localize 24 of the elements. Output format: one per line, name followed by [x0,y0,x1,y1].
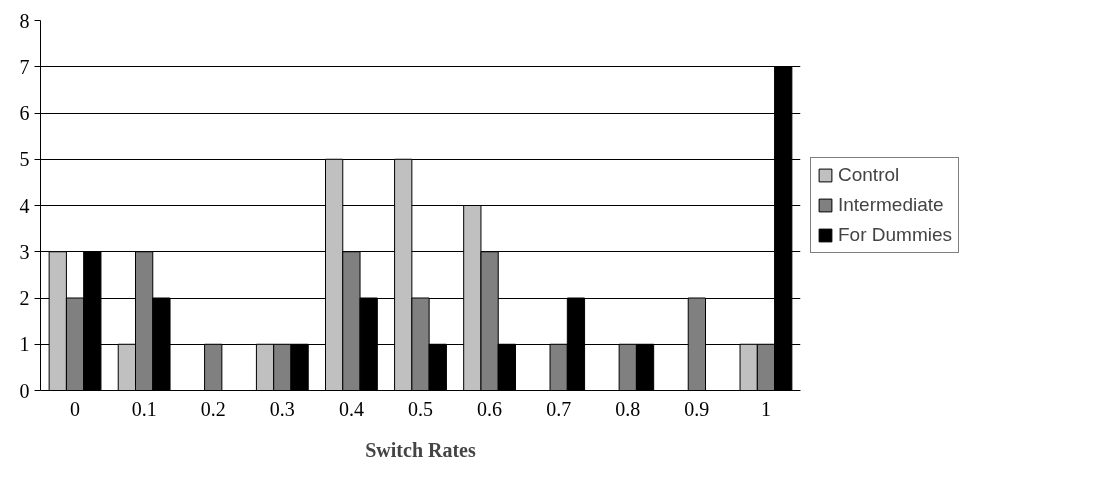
x-tick-label: 0.4 [338,397,364,420]
x-tick-label: 0.9 [684,397,710,420]
y-tick-label: 5 [19,148,30,171]
x-tick-label: 0.7 [546,397,572,420]
x-tick-label: 0.5 [408,397,433,420]
y-tick-label: 3 [19,240,30,263]
y-tick-label: 6 [19,102,30,124]
x-axis-title: Switch Rates [365,438,476,461]
x-tick-label: 0.8 [615,397,641,420]
y-tick-label: 4 [19,194,30,217]
y-tick-label: 2 [19,287,30,309]
legend-label: For Dummies [838,224,953,246]
x-tick-label: 0.2 [200,397,226,420]
x-tick-label: 1 [760,397,771,420]
y-tick-label: 7 [19,55,30,78]
y-tick-label: 1 [19,333,30,356]
y-tick-label: 8 [19,9,30,32]
x-tick-label: 0.6 [477,397,503,420]
legend-label: Control [838,164,900,186]
x-tick-label: 0 [70,397,81,420]
x-tick-label: 0.3 [269,397,295,420]
y-tick-label: 0 [19,379,30,402]
x-tick-label: 0.1 [131,397,157,420]
legend-label: Intermediate [838,194,944,216]
